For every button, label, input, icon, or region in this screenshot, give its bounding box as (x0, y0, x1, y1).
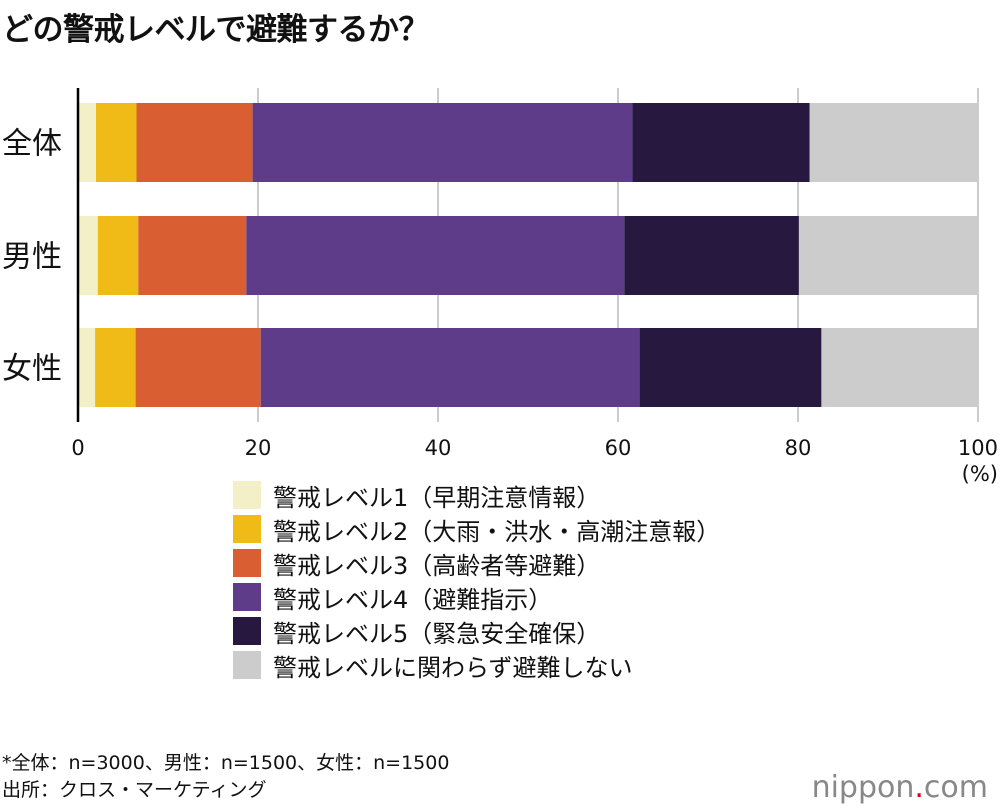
legend-swatch (233, 549, 261, 577)
legend-swatch (233, 617, 261, 645)
bar-segment (96, 103, 137, 182)
legend-swatch (233, 583, 261, 611)
legend-item: 警戒レベル3（高齢者等避難） (233, 546, 720, 580)
nippon-logo: nippon.com (811, 770, 988, 805)
bar-segment (136, 103, 253, 182)
bar-segment (78, 328, 96, 407)
bar-segment (78, 216, 98, 295)
bar-segment (252, 103, 633, 182)
x-tick-label: 100 (958, 436, 998, 460)
legend: 警戒レベル1（早期注意情報） 警戒レベル2（大雨・洪水・高潮注意報） 警戒レベル3（… (233, 478, 720, 682)
legend-swatch (233, 515, 261, 543)
category-label: 女性 (2, 352, 62, 387)
bar-segment (246, 216, 625, 295)
legend-label: 警戒レベルに関わらず避難しない (273, 653, 633, 682)
legend-label: 警戒レベル1（早期注意情報） (273, 483, 601, 512)
category-label: 全体 (2, 127, 62, 162)
bar-segment (624, 216, 799, 295)
bar-segment (821, 328, 978, 407)
x-tick-label: 60 (605, 436, 632, 460)
legend-item: 警戒レベルに関わらず避難しない (233, 648, 720, 682)
x-tick-label: 40 (425, 436, 452, 460)
legend-item: 警戒レベル2（大雨・洪水・高潮注意報） (233, 512, 720, 546)
footnotes: *全体：n=3000、男性：n=1500、女性：n=1500 出所：クロス・マー… (2, 750, 449, 804)
bar-segment (78, 103, 96, 182)
legend-label: 警戒レベル2（大雨・洪水・高潮注意報） (273, 517, 721, 546)
x-tick-label: 80 (785, 436, 812, 460)
bar-segment (632, 103, 810, 182)
bar-segment (809, 103, 978, 182)
chart-title: どの警戒レベルで避難するか？ (2, 12, 430, 48)
legend-label: 警戒レベル4（避難指示） (273, 585, 553, 614)
legend-swatch (233, 651, 261, 679)
bar-segment (135, 328, 261, 407)
legend-swatch (233, 481, 261, 509)
bar-segment (138, 216, 247, 295)
source-note: 出所：クロス・マーケティング (2, 779, 267, 801)
bar-segment (97, 216, 139, 295)
legend-item: 警戒レベル5（緊急安全確保） (233, 614, 720, 648)
legend-label: 警戒レベル3（高齢者等避難） (273, 551, 601, 580)
x-tick-label: 0 (71, 436, 84, 460)
bar-segment (95, 328, 136, 407)
bar-segment (798, 216, 978, 295)
legend-item: 警戒レベル4（避難指示） (233, 580, 720, 614)
legend-label: 警戒レベル5（緊急安全確保） (273, 619, 601, 648)
legend-item: 警戒レベル1（早期注意情報） (233, 478, 720, 512)
bar-segment (260, 328, 640, 407)
bar-segment (639, 328, 822, 407)
x-unit-label: (%) (962, 462, 998, 486)
sample-size-note: *全体：n=3000、男性：n=1500、女性：n=1500 (2, 752, 450, 774)
category-label: 男性 (2, 240, 62, 275)
x-tick-label: 20 (245, 436, 272, 460)
